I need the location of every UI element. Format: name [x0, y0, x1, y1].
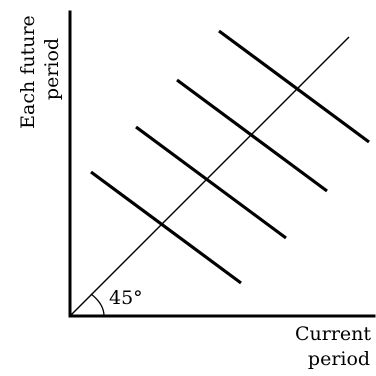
- x-axis-label-line-1: Current: [295, 323, 371, 345]
- angle-arc: [90, 293, 105, 317]
- y-axis-label-line-2: period: [41, 38, 63, 100]
- indifference-line-3: [176, 78, 328, 193]
- indifference-line-4: [218, 29, 370, 144]
- angle-label: 45°: [109, 287, 143, 309]
- forty-five-degree-line: [69, 36, 350, 317]
- indifference-line-1: [90, 170, 242, 285]
- indifference-line-2: [135, 125, 287, 240]
- y-axis-label: Each future period: [17, 9, 63, 129]
- y-axis-label-line-1: Each future: [17, 15, 39, 129]
- x-axis-label-line-2: period: [308, 348, 370, 370]
